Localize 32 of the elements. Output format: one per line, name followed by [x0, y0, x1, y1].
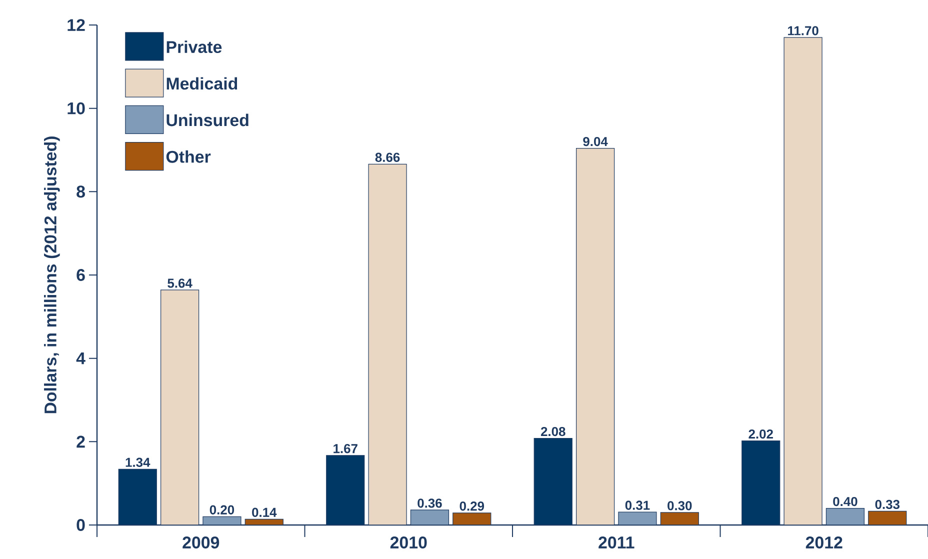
- data-label: 0.33: [875, 500, 900, 510]
- data-label: 11.70: [788, 26, 818, 36]
- y-tick-label: 4: [76, 352, 86, 364]
- legend-label: Other: [166, 150, 211, 163]
- data-label: 0.40: [833, 496, 858, 506]
- data-label: 1.67: [334, 444, 358, 454]
- x-tick-label: 2010: [390, 536, 427, 549]
- data-label: 0.30: [668, 501, 692, 510]
- data-label: 9.04: [583, 136, 608, 146]
- data-label: 1.34: [126, 458, 150, 467]
- data-label: 0.29: [460, 502, 484, 511]
- y-axis-title: Dollars, in millions (2012 adjusted): [44, 136, 60, 414]
- data-label: 0.20: [210, 505, 234, 514]
- legend-label: Uninsured: [166, 114, 248, 126]
- y-tick-label: 12: [68, 19, 85, 31]
- y-tick-label: 8: [76, 186, 85, 198]
- x-tick-label: 2012: [806, 536, 842, 549]
- data-label: 2.08: [540, 426, 566, 436]
- y-tick-label: 6: [76, 268, 85, 281]
- legend-label: Medicaid: [166, 77, 238, 90]
- data-label: 0.36: [418, 498, 442, 508]
- x-tick-label: 2009: [182, 536, 220, 549]
- data-label: 8.66: [375, 152, 400, 162]
- data-label: 2.02: [748, 429, 773, 439]
- data-label: 5.64: [168, 278, 192, 288]
- data-label: 0.31: [625, 500, 650, 510]
- y-tick-label: 2: [76, 436, 85, 448]
- data-label: 0.14: [252, 508, 277, 517]
- legend-label: Private: [166, 40, 222, 54]
- y-tick-label: 10: [68, 102, 85, 114]
- x-tick-label: 2011: [598, 536, 634, 549]
- y-tick-label: 0: [76, 518, 85, 531]
